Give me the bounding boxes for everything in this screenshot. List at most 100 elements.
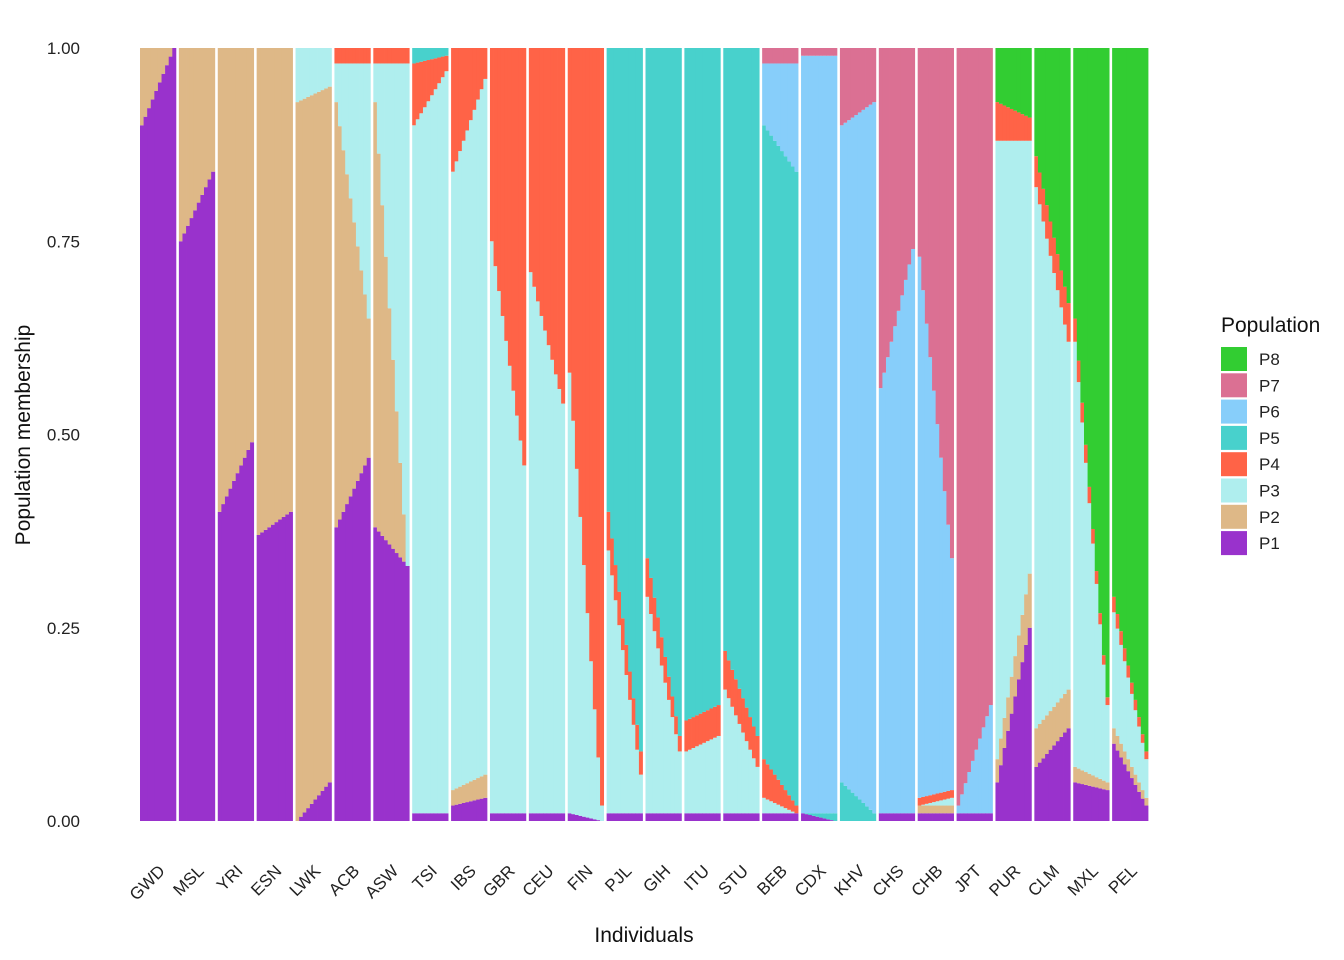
- segment-p5: [713, 48, 718, 707]
- segment-p1: [472, 800, 477, 821]
- segment-p1: [1016, 679, 1021, 821]
- segment-p1: [617, 813, 622, 821]
- segment-p2: [921, 805, 926, 814]
- segment-p6: [978, 738, 983, 814]
- segment-p3: [670, 717, 675, 814]
- segment-p4: [1137, 717, 1142, 727]
- segment-p5: [730, 48, 735, 670]
- segment-p3: [444, 71, 449, 814]
- segment-p1: [224, 496, 229, 821]
- segment-p4: [624, 644, 629, 675]
- segment-p4: [465, 48, 470, 131]
- segment-p8: [1122, 48, 1127, 649]
- segment-p4: [755, 735, 760, 767]
- segment-p1: [211, 171, 216, 821]
- segment-p1: [479, 798, 484, 821]
- segment-p1: [723, 813, 728, 821]
- segment-p3: [430, 95, 435, 814]
- segment-p1: [561, 813, 566, 821]
- segment-p2: [263, 48, 268, 530]
- segment-p8: [1084, 48, 1088, 445]
- group-acb: [334, 48, 371, 821]
- segment-p1: [1137, 791, 1142, 821]
- segment-p1: [324, 786, 329, 821]
- segment-p1: [705, 813, 710, 821]
- segment-p2: [193, 48, 198, 211]
- segment-p4: [458, 48, 463, 152]
- segment-p1: [794, 813, 799, 821]
- segment-p4: [574, 48, 579, 469]
- segment-p4: [1027, 117, 1032, 141]
- segment-p4: [928, 795, 933, 803]
- segment-p1: [645, 813, 650, 821]
- segment-p4: [617, 591, 622, 626]
- group-msl: [178, 48, 216, 822]
- segment-p1: [713, 813, 718, 821]
- segment-p6: [942, 491, 947, 792]
- segment-p2: [917, 805, 922, 814]
- segment-p4: [405, 48, 410, 64]
- segment-p2: [313, 93, 318, 800]
- segment-p8: [1140, 48, 1145, 735]
- segment-p6: [854, 114, 859, 797]
- legend-label-p7: P7: [1259, 376, 1280, 395]
- segment-p4: [507, 48, 512, 366]
- segment-p3: [327, 48, 332, 87]
- segment-p6: [801, 55, 806, 814]
- segment-p5: [670, 48, 675, 697]
- segment-p4: [751, 726, 756, 759]
- segment-p1: [228, 488, 233, 821]
- segment-p5: [631, 48, 636, 699]
- segment-p7: [896, 48, 901, 311]
- segment-p2: [476, 778, 481, 800]
- segment-p3: [522, 465, 527, 814]
- segment-p1: [772, 813, 777, 821]
- segment-p2: [1034, 728, 1039, 767]
- segment-p5: [684, 48, 689, 721]
- segment-p2: [1091, 775, 1096, 787]
- segment-p3: [405, 63, 410, 566]
- segment-p1: [995, 782, 1000, 821]
- segment-p6: [839, 125, 844, 783]
- segment-p5: [857, 799, 862, 821]
- segment-p1: [402, 561, 407, 821]
- segment-p3: [762, 797, 767, 814]
- segment-p4: [376, 48, 381, 64]
- segment-p7: [942, 48, 947, 492]
- segment-p1: [903, 813, 908, 821]
- x-tick-label-khv: KHV: [831, 861, 870, 900]
- segment-p7: [818, 48, 823, 56]
- segment-p7: [815, 48, 820, 56]
- segment-p4: [1122, 648, 1127, 662]
- segment-p1: [917, 813, 922, 821]
- segment-p1: [691, 813, 696, 821]
- segment-p3: [384, 63, 389, 257]
- segment-p1: [687, 813, 692, 821]
- segment-p1: [302, 812, 307, 821]
- segment-p5: [734, 48, 739, 680]
- segment-p1: [787, 813, 792, 821]
- segment-p2: [207, 48, 212, 180]
- segment-p1: [299, 816, 304, 821]
- segment-p3: [398, 63, 403, 463]
- segment-p1: [309, 803, 314, 821]
- segment-p1: [981, 813, 986, 821]
- segment-p3: [1002, 140, 1007, 718]
- segment-p1: [744, 813, 749, 821]
- segment-p7: [967, 48, 972, 773]
- segment-p4: [338, 48, 342, 64]
- segment-p5: [861, 802, 866, 821]
- legend-label-p8: P8: [1259, 350, 1280, 369]
- segment-p3: [571, 420, 576, 815]
- segment-p3: [461, 140, 466, 785]
- y-tick-label: 0.25: [47, 619, 80, 638]
- segment-p2: [1055, 702, 1060, 742]
- segment-p3: [995, 140, 1000, 760]
- segment-p4: [582, 48, 587, 566]
- segment-p4: [394, 48, 399, 64]
- segment-p2: [143, 48, 148, 117]
- segment-p4: [613, 565, 618, 601]
- segment-p7: [935, 48, 940, 425]
- segment-p3: [737, 723, 742, 814]
